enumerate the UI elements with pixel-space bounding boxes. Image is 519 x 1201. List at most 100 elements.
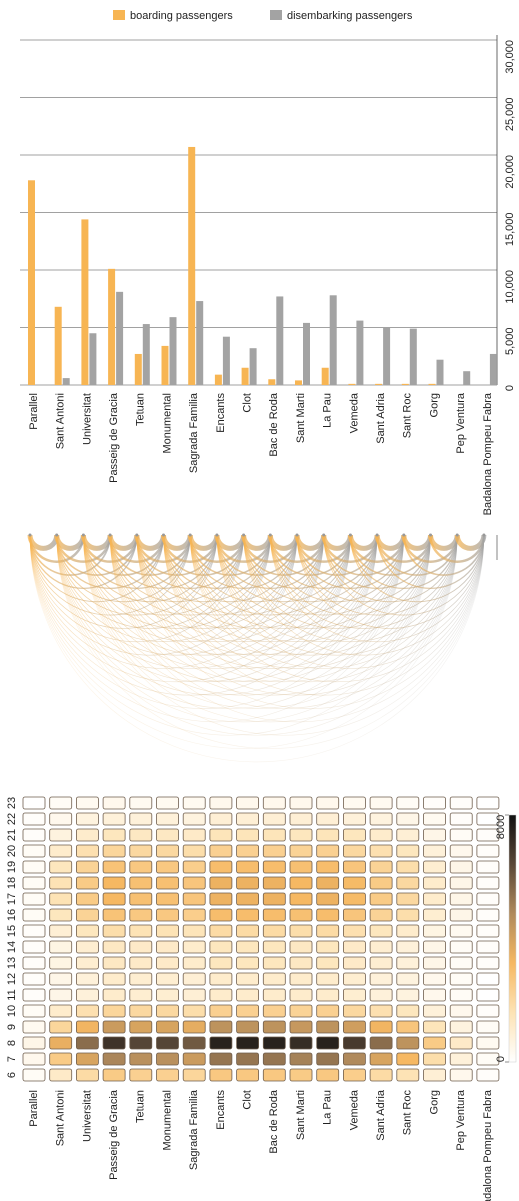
x-tick-label: Passeig de Gracia xyxy=(108,392,120,483)
bar xyxy=(188,146,196,385)
bar xyxy=(89,333,97,385)
flow-arc xyxy=(243,534,431,629)
x-tick-label: Monumental xyxy=(161,1090,173,1151)
heat-cell xyxy=(76,940,99,954)
x-tick-label: Encants xyxy=(215,1090,227,1130)
heat-cell xyxy=(262,956,286,970)
heat-cell xyxy=(423,812,446,826)
heat-cell xyxy=(449,1020,473,1034)
heat-cell xyxy=(76,892,99,906)
heat-cell xyxy=(209,940,233,954)
heat-cell xyxy=(236,1020,260,1034)
colorbar-label: 8000 xyxy=(495,815,507,839)
flow-arc xyxy=(243,534,378,603)
heat-cell xyxy=(342,1004,366,1018)
hour-label: 20 xyxy=(6,845,18,857)
heat-cell xyxy=(209,1004,233,1018)
heat-cell xyxy=(102,924,126,938)
heat-cell xyxy=(156,796,179,810)
heat-cell xyxy=(182,940,206,954)
bar xyxy=(116,291,124,385)
heat-cell xyxy=(449,1036,473,1050)
heat-cell xyxy=(316,940,340,954)
flow-arc xyxy=(136,534,378,656)
flow-arc xyxy=(161,534,193,551)
heat-cell xyxy=(369,924,393,938)
heat-cell xyxy=(289,972,313,986)
heat-cell xyxy=(369,1020,393,1034)
heat-cell xyxy=(476,876,500,890)
heat-cell xyxy=(396,988,420,1002)
heat-cell xyxy=(289,1036,313,1050)
heat-cell xyxy=(476,924,500,938)
heat-cell xyxy=(129,1020,153,1034)
station-node xyxy=(135,533,139,537)
heat-cell xyxy=(156,940,179,954)
bar xyxy=(249,348,257,385)
heat-cell xyxy=(396,1068,420,1082)
x-tick-label: Universitat xyxy=(81,393,93,445)
heat-cell xyxy=(129,1052,153,1066)
heat-cell xyxy=(236,924,260,938)
bar xyxy=(348,383,356,385)
heat-cell xyxy=(129,940,153,954)
heat-cell xyxy=(316,988,340,1002)
heat-cell xyxy=(423,1068,446,1082)
heat-cell xyxy=(129,828,153,842)
heat-cell xyxy=(423,956,446,970)
x-tick-label: Monumental xyxy=(161,393,173,454)
heat-cell xyxy=(476,940,500,954)
heat-cell xyxy=(369,876,393,890)
heat-cell xyxy=(22,1004,46,1018)
heat-cell xyxy=(262,924,286,938)
heat-cell xyxy=(396,924,420,938)
flow-arc xyxy=(323,534,485,616)
heat-cell xyxy=(423,940,446,954)
heat-cell xyxy=(262,1036,286,1050)
heat-cell xyxy=(476,1036,500,1050)
heat-cell xyxy=(22,828,46,842)
flow-arc xyxy=(163,534,351,629)
flow-arc xyxy=(189,534,405,643)
x-tick-label: Tetuan xyxy=(135,1090,147,1123)
heat-cell xyxy=(423,908,446,922)
heat-cell xyxy=(342,812,366,826)
x-tick-label: Passeig de Gracia xyxy=(108,1089,120,1180)
bar xyxy=(222,336,230,385)
heat-cell xyxy=(102,972,126,986)
heat-cell xyxy=(262,972,286,986)
hour-label: 17 xyxy=(6,893,18,905)
heat-cell xyxy=(262,1020,286,1034)
heat-cell xyxy=(316,892,340,906)
bar xyxy=(196,301,204,385)
station-node xyxy=(429,533,432,537)
heat-cell xyxy=(289,812,313,826)
flow-arc xyxy=(136,534,325,629)
bar xyxy=(329,295,337,385)
heat-cell xyxy=(209,972,233,986)
heat-cell xyxy=(262,1004,286,1018)
heat-cell xyxy=(423,860,446,874)
heat-cell xyxy=(76,1004,99,1018)
heat-cell xyxy=(289,908,313,922)
heat-cell xyxy=(316,956,340,970)
heat-cell xyxy=(22,1036,46,1050)
flow-arc xyxy=(349,534,458,590)
hour-label: 13 xyxy=(6,957,18,969)
heat-cell xyxy=(236,972,260,986)
heat-cell xyxy=(209,1036,233,1050)
heat-cell xyxy=(209,1068,233,1082)
flow-arc xyxy=(241,534,273,551)
heat-cell xyxy=(156,812,179,826)
bar xyxy=(268,379,276,385)
heat-cell xyxy=(182,1036,206,1050)
heat-cell xyxy=(102,988,126,1002)
y-tick-label: 15,000 xyxy=(504,213,516,247)
heat-cell xyxy=(76,988,99,1002)
flow-arc xyxy=(109,534,298,629)
legend-label: disembarking passengers xyxy=(287,10,413,22)
heat-cell xyxy=(396,1052,420,1066)
heat-cell xyxy=(236,1004,260,1018)
flow-arc xyxy=(109,534,405,683)
station-node xyxy=(215,533,219,537)
